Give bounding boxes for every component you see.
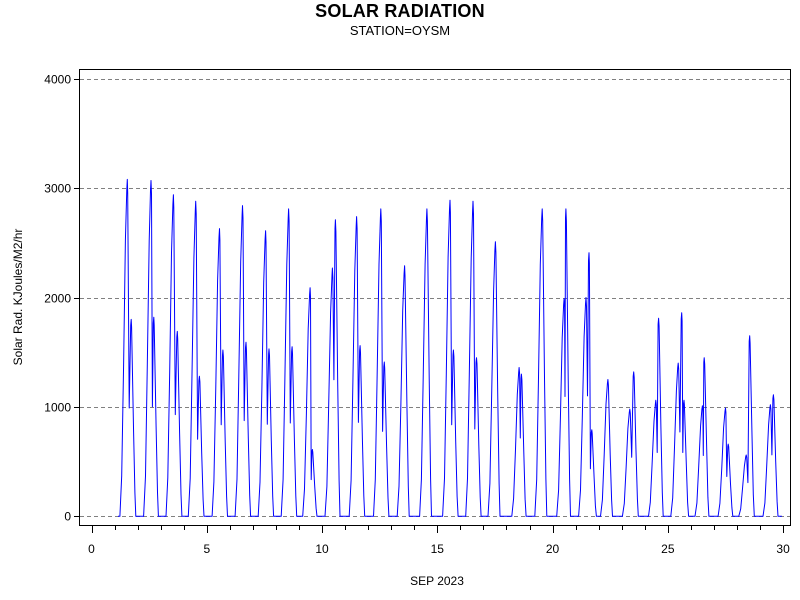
axis-ticks: 0 1000 2000 3000 4000 0 5 10 15 20 25 30 (44, 73, 790, 557)
x-tick-label: 15 (431, 542, 445, 556)
chart-title: SOLAR RADIATION (315, 1, 485, 21)
chart-subtitle: STATION=OYSM (349, 23, 451, 38)
grid-lines (80, 79, 790, 517)
y-tick-label: 1000 (44, 401, 71, 415)
solar-radiation-series-line (118, 178, 782, 517)
y-tick-label: 4000 (44, 73, 71, 87)
x-tick-label: 0 (88, 542, 95, 556)
x-tick-label: 10 (315, 542, 329, 556)
x-tick-label: 5 (203, 542, 210, 556)
x-tick-label: 25 (661, 542, 675, 556)
y-tick-label: 3000 (44, 182, 71, 196)
y-tick-label: 2000 (44, 292, 71, 306)
x-tick-label: 20 (546, 542, 560, 556)
x-axis-title: SEP 2023 (410, 574, 464, 588)
y-axis-title: Solar Rad. KJoules/M2/hr (11, 229, 25, 366)
series-layer (118, 178, 782, 517)
y-tick-label: 0 (64, 510, 71, 524)
plot-frame (79, 69, 791, 526)
x-tick-label: 30 (776, 542, 790, 556)
